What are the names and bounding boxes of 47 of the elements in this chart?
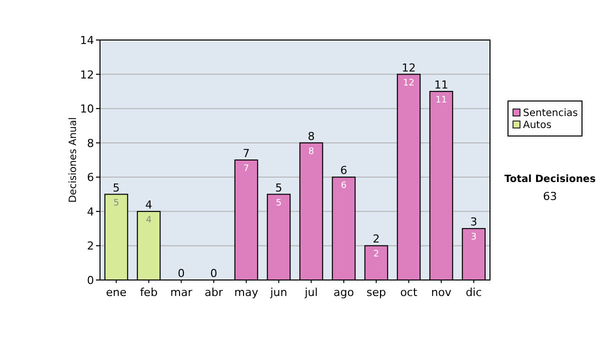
- data-label: 3: [470, 232, 477, 243]
- data-label: 11: [436, 95, 447, 106]
- y-tick-label: 0: [87, 274, 94, 287]
- total-label: 5: [275, 181, 282, 194]
- total-label: 0: [178, 267, 185, 280]
- x-tick-label: may: [234, 286, 259, 299]
- text: Total Decisiones: [504, 174, 596, 185]
- total-label: 3: [470, 216, 478, 229]
- data-label: 12: [403, 78, 414, 88]
- y-tick-label: 6: [87, 171, 94, 184]
- y-tick-label: 4: [87, 205, 94, 218]
- x-tick-label: jun: [269, 286, 288, 299]
- y-tick-label: 12: [80, 68, 94, 82]
- x-tick-label: mar: [170, 286, 193, 299]
- total-label: 5: [112, 181, 120, 194]
- total-label: 0: [210, 267, 218, 280]
- data-label: 2: [373, 250, 380, 260]
- x-tick-label: oct: [400, 286, 418, 299]
- x-tick-label: ago: [334, 286, 354, 299]
- x-tick-label: nov: [431, 286, 452, 299]
- data-label: 4: [146, 215, 152, 226]
- data-label: 8: [308, 146, 314, 157]
- total-label: 11: [434, 78, 448, 92]
- legend-label: Sentencias: [523, 108, 578, 119]
- total-label: 2: [372, 232, 380, 246]
- y-tick-label: 2: [87, 240, 94, 253]
- total-label: 7: [242, 147, 250, 160]
- y-tick-label: 14: [80, 34, 94, 47]
- x-tick-label: jul: [304, 286, 318, 299]
- x-tick-label: sep: [366, 286, 386, 299]
- y-axis-title: Decisiones Anual: [68, 117, 79, 203]
- total-label: 4: [145, 198, 152, 212]
- x-tick-label: feb: [140, 286, 158, 299]
- total-label: 8: [308, 130, 315, 143]
- total-label: 12: [402, 61, 416, 74]
- text: 63: [543, 190, 557, 203]
- x-tick-label: ene: [106, 286, 127, 299]
- y-tick-label: 10: [80, 102, 94, 116]
- x-tick-label: abr: [204, 286, 224, 299]
- legend-label: Autos: [523, 120, 552, 131]
- data-label: 5: [113, 198, 120, 208]
- data-label: 5: [276, 198, 282, 208]
- data-label: 6: [340, 181, 347, 192]
- total-label: 6: [340, 164, 348, 178]
- y-tick-label: 8: [87, 136, 94, 150]
- x-tick-label: dic: [466, 286, 482, 299]
- data-label: 7: [243, 164, 250, 174]
